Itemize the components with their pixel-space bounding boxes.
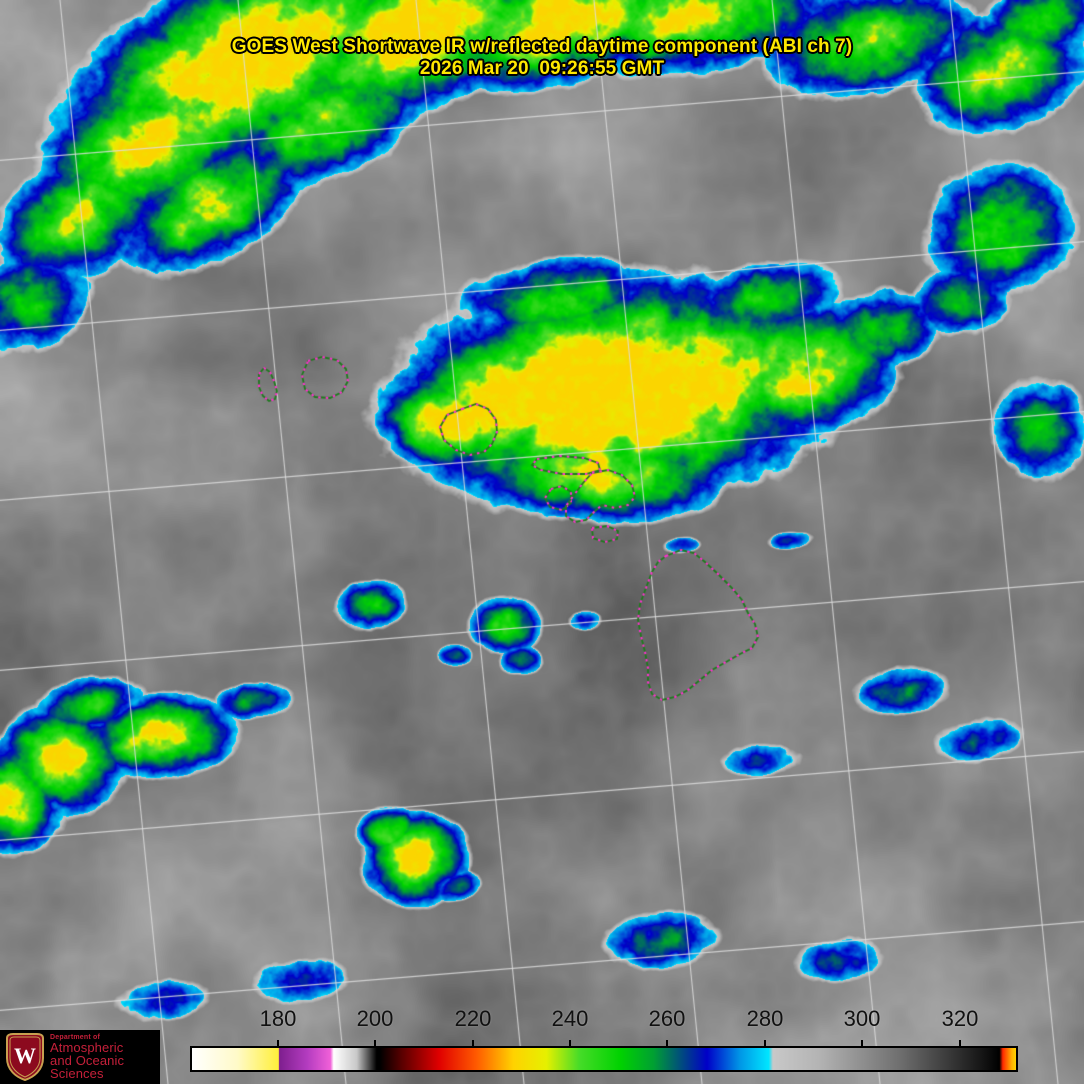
logo-line-atmospheric: Atmospheric bbox=[50, 1040, 124, 1055]
colorbar-tick-label: 180 bbox=[259, 1006, 297, 1031]
colorbar-gradient bbox=[192, 1048, 1016, 1070]
colorbar-tick-mark bbox=[959, 1040, 961, 1047]
colorbar-tick-label: 220 bbox=[454, 1006, 492, 1031]
colorbar-tick-label: 300 bbox=[843, 1006, 881, 1031]
colorbar-tick-mark bbox=[764, 1040, 766, 1047]
colorbar-tick-mark bbox=[861, 1040, 863, 1047]
colorbar-tick-mark bbox=[374, 1040, 376, 1047]
svg-text:W: W bbox=[14, 1043, 36, 1068]
logo-line-oceanic: and Oceanic Sciences bbox=[50, 1053, 125, 1081]
colorbar-tick-mark bbox=[277, 1040, 279, 1047]
colorbar-tick-labels: 180 200 220 240 260 280 300 320 bbox=[0, 1006, 1084, 1036]
uw-crest-icon: W bbox=[6, 1033, 44, 1082]
colorbar-tick-label: 320 bbox=[941, 1006, 979, 1031]
colorbar-tick-label: 200 bbox=[356, 1006, 394, 1031]
colorbar-tick-mark bbox=[569, 1040, 571, 1047]
colorbar-gradient-bar bbox=[190, 1046, 1018, 1072]
colorbar-tick-label: 260 bbox=[648, 1006, 686, 1031]
uw-aos-logo: W Department of Atmospheric and Oceanic … bbox=[0, 1030, 160, 1084]
logo-department-label: Department of bbox=[50, 1034, 101, 1041]
logo-text-block: Department of Atmospheric and Oceanic Sc… bbox=[50, 1034, 160, 1080]
colorbar-tick-marks bbox=[0, 1040, 1084, 1047]
colorbar-legend: 180 200 220 240 260 280 300 320 bbox=[0, 1000, 1084, 1084]
colorbar-tick-mark bbox=[666, 1040, 668, 1047]
colorbar-tick-mark bbox=[472, 1040, 474, 1047]
colorbar-tick-label: 240 bbox=[551, 1006, 589, 1031]
colorbar-tick-label: 280 bbox=[746, 1006, 784, 1031]
